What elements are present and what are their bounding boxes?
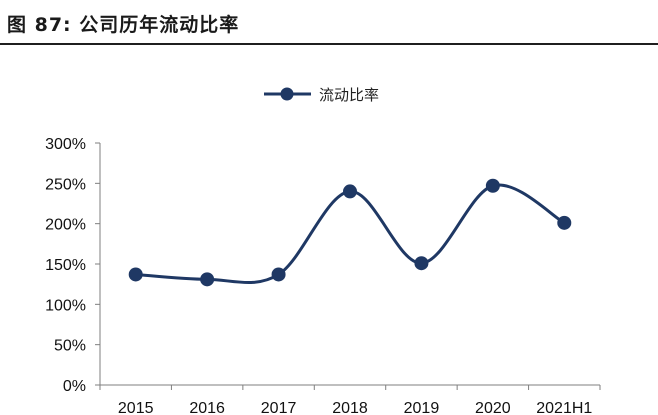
data-point bbox=[128, 267, 143, 282]
y-tick-label: 300% bbox=[45, 136, 86, 153]
x-tick-label: 2021H1 bbox=[536, 400, 592, 415]
series-line bbox=[135, 183, 566, 285]
y-tick-label: 0% bbox=[63, 378, 86, 395]
x-tick-label: 2017 bbox=[261, 400, 297, 415]
figure-header: 图 87: 公司历年流动比率 bbox=[0, 0, 658, 45]
data-point bbox=[200, 272, 215, 287]
data-point bbox=[485, 178, 500, 193]
y-tick-label: 100% bbox=[45, 297, 86, 314]
axes bbox=[95, 142, 601, 390]
x-tick-label: 2020 bbox=[475, 400, 511, 415]
data-point bbox=[414, 256, 429, 271]
legend-label: 流动比率 bbox=[319, 86, 379, 104]
x-tick-labels: 2015 2016 2017 2018 2019 2020 2021H1 bbox=[118, 400, 592, 415]
y-tick-labels: 0% 50% 100% 150% 200% 250% 300% bbox=[45, 136, 86, 395]
y-tick-label: 50% bbox=[54, 338, 86, 355]
y-tick-label: 200% bbox=[45, 217, 86, 234]
legend-marker-swatch bbox=[280, 87, 294, 101]
x-tick-label: 2019 bbox=[404, 400, 440, 415]
legend: 流动比率 bbox=[264, 86, 379, 104]
x-tick-label: 2015 bbox=[118, 400, 154, 415]
x-tick-label: 2016 bbox=[189, 400, 225, 415]
figure-title: 图 87: 公司历年流动比率 bbox=[7, 14, 240, 36]
data-point bbox=[343, 184, 357, 199]
y-tick-label: 150% bbox=[45, 257, 86, 274]
x-tick-label: 2018 bbox=[332, 400, 368, 415]
data-point bbox=[557, 215, 572, 230]
data-point bbox=[271, 267, 286, 282]
y-tick-label: 250% bbox=[45, 176, 86, 193]
series-layer bbox=[128, 178, 572, 287]
